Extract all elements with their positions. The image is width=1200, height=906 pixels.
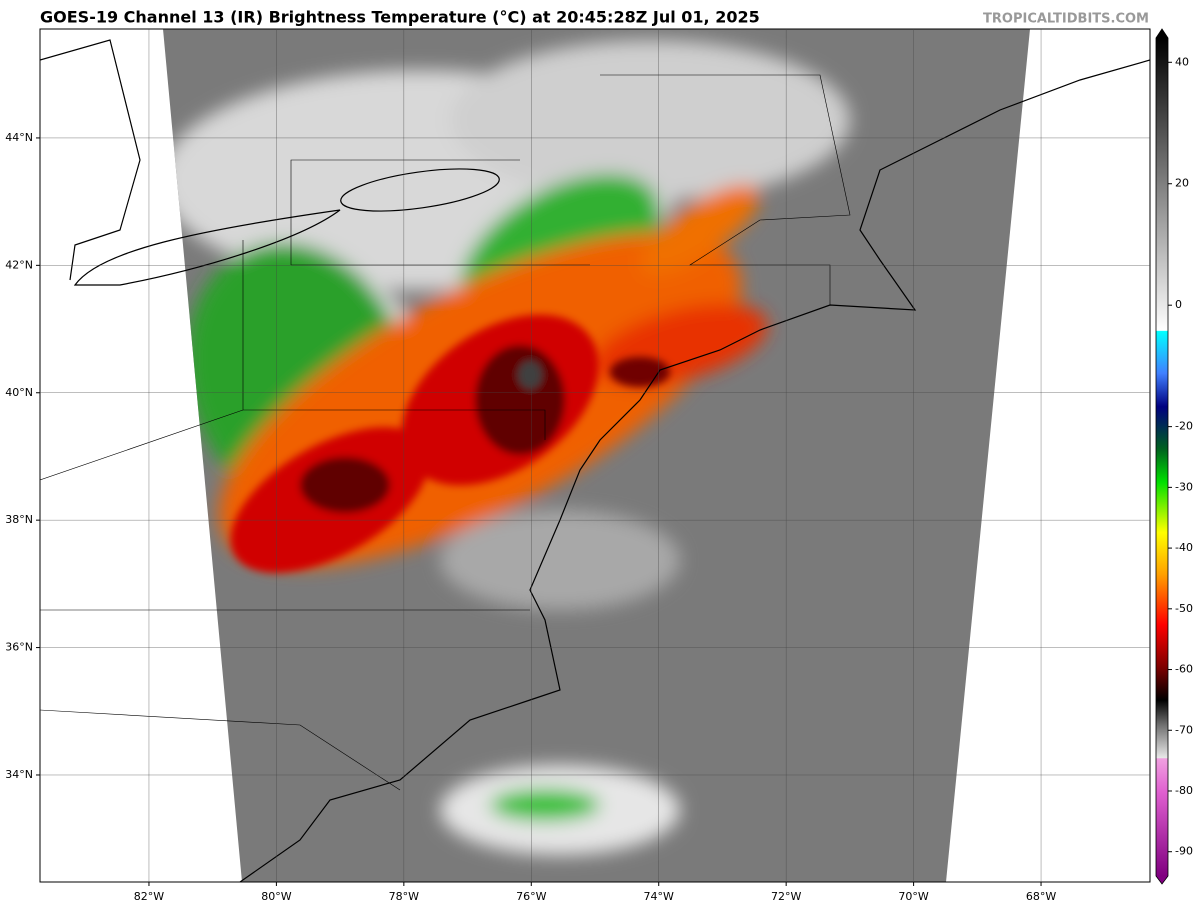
colorbar-tick-label: -40 <box>1175 541 1193 554</box>
lat-tick-label: 44°N <box>5 131 33 144</box>
lon-tick-label: 78°W <box>389 890 419 903</box>
colorbar-tick-label: -80 <box>1175 784 1193 797</box>
lat-tick-label: 42°N <box>5 258 33 271</box>
colorbar-tick-label: 20 <box>1175 177 1189 190</box>
title: GOES-19 Channel 13 (IR) Brightness Tempe… <box>40 8 760 27</box>
watermark: TROPICALTIDBITS.COM <box>983 12 1149 27</box>
colorbar-tick-label: 0 <box>1175 298 1182 311</box>
colorbar-tick-label: -60 <box>1175 663 1193 676</box>
map <box>40 29 1150 882</box>
lat-tick-label: 40°N <box>5 386 33 399</box>
map-frame <box>39 28 1151 883</box>
colorbar <box>1156 38 1168 876</box>
colorbar-tick-label: -90 <box>1175 845 1193 858</box>
colorbar-tick-label: -30 <box>1175 480 1193 493</box>
colorbar-tick-label: 40 <box>1175 55 1189 68</box>
lon-tick-label: 80°W <box>261 890 291 903</box>
lat-tick-label: 34°N <box>5 768 33 781</box>
lat-tick-label: 38°N <box>5 513 33 526</box>
lon-tick-label: 68°W <box>1026 890 1056 903</box>
lon-tick-label: 70°W <box>898 890 928 903</box>
lon-tick-label: 76°W <box>516 890 546 903</box>
colorbar-extend-bottom <box>1156 876 1168 884</box>
colorbar-extend-top <box>1156 29 1168 38</box>
colorbar-tick-label: -20 <box>1175 420 1193 433</box>
colorbar-tick-label: -50 <box>1175 602 1193 615</box>
state-borders <box>40 74 851 791</box>
colorbar-tick-label: -70 <box>1175 723 1193 736</box>
coastlines <box>40 39 1150 882</box>
lon-tick-label: 74°W <box>644 890 674 903</box>
colorbar-frame <box>1155 28 1169 885</box>
lon-tick-label: 82°W <box>134 890 164 903</box>
lon-tick-label: 72°W <box>771 890 801 903</box>
lat-tick-label: 36°N <box>5 641 33 654</box>
